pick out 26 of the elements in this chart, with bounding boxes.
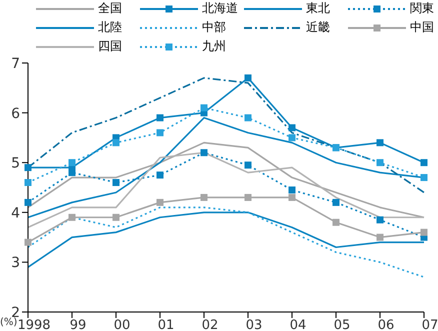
x-tick-label: 1998 (17, 318, 51, 331)
x-tick-label: 06 (378, 318, 394, 331)
x-tick-label: 01 (158, 318, 174, 331)
y-tick-label: 3 (11, 255, 20, 272)
legend-label: 関東 (410, 0, 434, 17)
y-axis-title: (%) (0, 317, 18, 328)
legend-label: 近畿 (306, 19, 330, 36)
y-tick-label: 4 (11, 205, 20, 222)
x-tick-label: 05 (334, 318, 350, 331)
legend-label: 全国 (98, 0, 122, 17)
x-tick-label: 00 (114, 318, 130, 331)
x-tick-label: 07 (422, 318, 438, 331)
x-tick-label: 02 (202, 318, 218, 331)
legend-label: 北陸 (98, 19, 122, 36)
legend-label: 中部 (202, 19, 226, 36)
y-tick-label: 6 (11, 106, 20, 122)
legend-label: 四国 (98, 38, 122, 55)
legend-label: 中国 (410, 19, 434, 36)
x-tick-label: 04 (290, 318, 306, 331)
legend-label: 九州 (202, 38, 226, 55)
legend-label: 北海道 (202, 0, 238, 17)
y-tick-label: 5 (11, 156, 20, 172)
y-tick-label: 7 (11, 56, 20, 72)
x-tick-label: 03 (246, 318, 262, 331)
x-tick-label: 99 (70, 318, 86, 331)
legend-label: 東北 (306, 0, 330, 17)
